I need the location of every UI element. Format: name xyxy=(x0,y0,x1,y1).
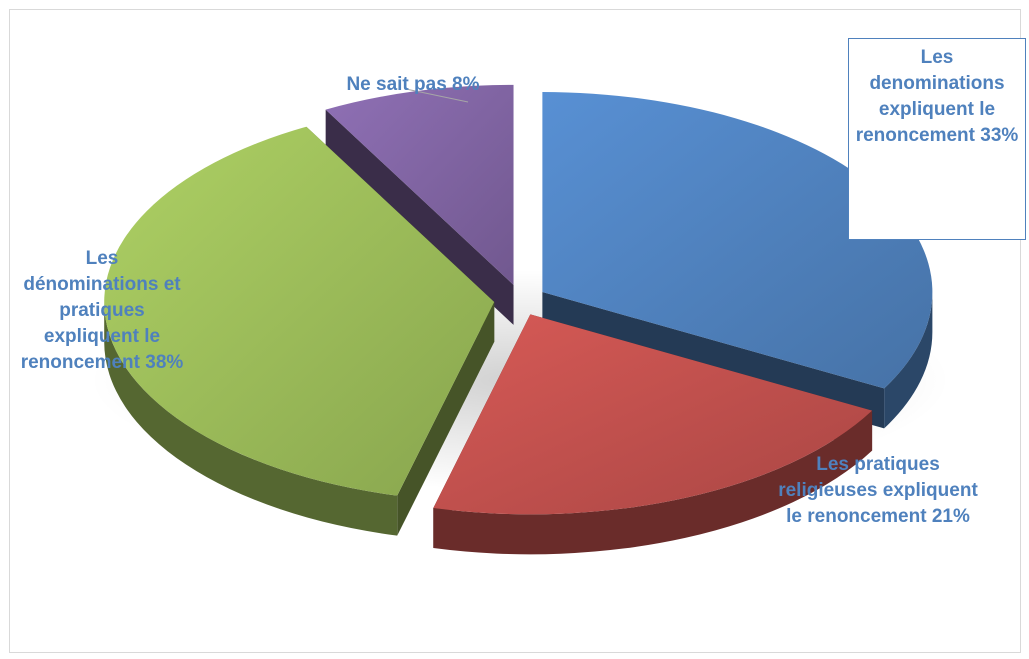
slice-wall-2-0 xyxy=(397,301,495,536)
slice-side-2 xyxy=(104,301,398,536)
pie-slice-2 xyxy=(104,126,495,536)
slice-top-0 xyxy=(542,92,933,389)
pie-slice-3 xyxy=(325,84,514,325)
slice-top-2 xyxy=(104,126,495,496)
slice-side-0 xyxy=(884,292,933,429)
slice-top-1 xyxy=(433,314,873,515)
leader-line-ne-sait-pas xyxy=(406,88,469,103)
data-label-ne-sait-pas: Ne sait pas 8% xyxy=(346,74,480,95)
data-label-denominations-et-pratiques: Les dénominations et pratiques expliquen… xyxy=(20,248,184,373)
slice-wall-3-0 xyxy=(325,109,514,325)
data-label-pratiques-religieuses: Les pratiques religieuses expliquent le … xyxy=(778,454,978,527)
data-label-denominations: Les denominations expliquent le renoncem… xyxy=(848,38,1026,240)
pie-slice-1 xyxy=(433,314,873,555)
slice-side-1 xyxy=(433,410,873,555)
slice-top-3 xyxy=(325,84,514,285)
